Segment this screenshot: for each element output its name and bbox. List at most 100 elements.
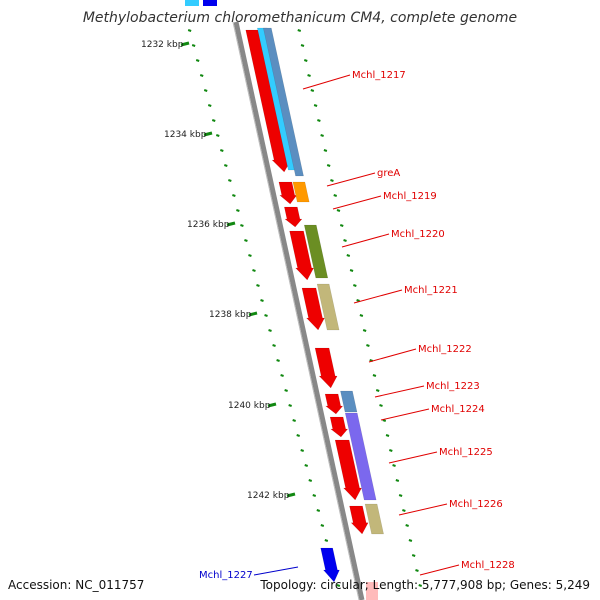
gene-label: Mchl_1228 — [461, 560, 515, 571]
tick-mark — [308, 479, 313, 482]
major-tick — [180, 41, 190, 47]
major-tick — [248, 311, 258, 317]
backbone-line — [233, 21, 365, 600]
tick-mark — [356, 299, 360, 302]
scale-label: 1238 kbp — [209, 310, 252, 320]
scale-labels: 1232 kbp 1234 kbp 1236 kbp 1238 kbp 1240 kbp… — [141, 40, 290, 501]
scale-label: 1232 kbp — [141, 40, 184, 50]
gene-label: Mchl_1217 — [352, 70, 406, 81]
tick-mark — [411, 554, 416, 557]
tick-mark — [317, 119, 321, 122]
cog-bar-orange — [292, 181, 310, 203]
cds-arrow-mchl-1220 — [289, 230, 315, 281]
tick-mark — [320, 524, 325, 527]
cds-arrow-mchl-1224 — [329, 416, 349, 438]
gene-label: Mchl_1226 — [449, 499, 503, 510]
accession-text: Accession: NC_011757 — [8, 578, 145, 592]
tick-mark — [272, 344, 276, 347]
cds-arrow-grea — [278, 181, 298, 205]
scale-label: 1234 kbp — [164, 130, 207, 140]
gene-label: Mchl_1224 — [431, 404, 485, 415]
gene-label: Mchl_1225 — [439, 447, 493, 458]
tick-mark — [375, 389, 380, 392]
gene-features — [245, 27, 384, 600]
tick-mark — [264, 314, 268, 317]
tick-mark — [402, 509, 406, 512]
tick-mark — [297, 29, 302, 32]
tick-mark — [415, 569, 419, 572]
major-tick — [203, 131, 213, 137]
tick-mark — [336, 584, 341, 587]
tick-mark — [187, 29, 192, 32]
tick-mark — [236, 209, 240, 212]
tick-mark — [228, 179, 232, 182]
tick-mark — [300, 44, 305, 47]
tick-mark — [418, 584, 423, 587]
tick-mark — [288, 404, 292, 407]
leader-line — [341, 233, 390, 248]
scale-label: 1236 kbp — [187, 220, 230, 230]
label-leader-lines — [253, 74, 460, 576]
gene-label: Mchl_1222 — [418, 344, 472, 355]
cog-bar-khaki — [316, 283, 340, 331]
leader-line — [419, 564, 460, 576]
tick-mark — [336, 209, 341, 212]
tick-mark — [324, 539, 329, 542]
cds-arrow-mchl-1226 — [349, 505, 369, 535]
tick-mark — [215, 134, 220, 137]
tick-mark — [323, 149, 328, 152]
tick-mark — [296, 434, 300, 437]
tick-mark — [385, 434, 390, 437]
tick-mark — [256, 284, 260, 287]
tick-mark — [304, 464, 309, 467]
tick-mark — [346, 254, 351, 257]
tick-mark — [211, 119, 216, 122]
scale-ticks — [180, 29, 423, 587]
cds-arrow-mchl-1221 — [301, 287, 325, 331]
gene-label: Mchl_1221 — [404, 285, 458, 296]
cog-bar-steel-2 — [340, 390, 358, 413]
tick-mark — [388, 449, 393, 452]
tick-mark — [349, 269, 354, 272]
leader-line — [398, 503, 448, 516]
tick-mark — [244, 239, 248, 242]
tick-mark — [292, 419, 296, 422]
leader-line — [388, 451, 438, 464]
backbone-highlight — [232, 21, 360, 600]
gene-label: greA — [377, 168, 400, 179]
tick-mark — [203, 89, 208, 92]
leader-line — [302, 74, 351, 90]
tick-mark — [326, 164, 331, 167]
tick-mark — [333, 194, 338, 197]
tick-mark — [362, 329, 367, 332]
major-tick — [267, 402, 277, 408]
tick-mark — [343, 239, 347, 242]
tick-mark — [392, 464, 396, 467]
tick-mark — [224, 164, 228, 167]
gene-label: Mchl_1220 — [391, 229, 445, 240]
map-title: Methylobacterium chloromethanicum CM4, c… — [82, 10, 518, 26]
leader-line — [332, 195, 382, 210]
top-cyan-feature — [185, 0, 199, 6]
leader-line — [253, 566, 299, 576]
leader-line — [353, 289, 403, 304]
tick-mark — [382, 419, 387, 422]
tick-mark — [320, 134, 324, 137]
tick-mark — [405, 524, 409, 527]
tick-mark — [276, 359, 280, 362]
cog-bar-khaki-2 — [364, 503, 384, 535]
scale-label: 1240 kbp — [228, 401, 271, 411]
cog-bar-steel — [262, 27, 304, 177]
tick-mark — [330, 179, 334, 182]
cds-arrow-mchl-1223 — [324, 393, 344, 415]
cds-arrow-mchl-1225 — [334, 439, 363, 501]
tick-mark — [395, 479, 400, 482]
tick-mark — [207, 104, 212, 107]
gene-label: Mchl_1219 — [383, 191, 437, 202]
tick-mark — [219, 149, 224, 152]
tick-mark — [195, 59, 200, 62]
tick-mark — [398, 494, 403, 497]
tick-mark — [232, 194, 236, 197]
leader-line — [374, 385, 425, 398]
cds-arrow-mchl-1228 — [366, 582, 378, 600]
